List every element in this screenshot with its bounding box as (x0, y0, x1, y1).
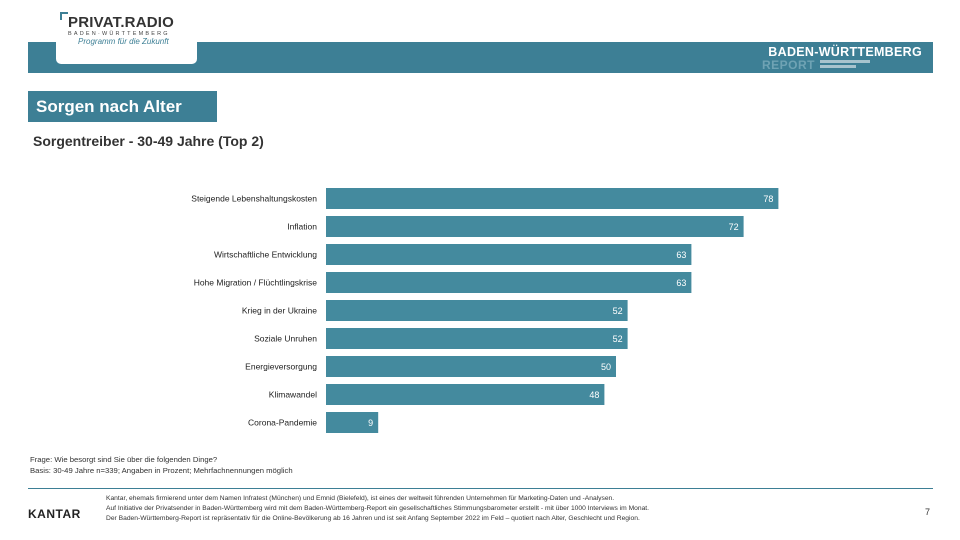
bar-chart: Steigende Lebenshaltungskosten 78 Inflatio… (191, 188, 779, 433)
footer-divider (28, 488, 933, 489)
footer-line-2: Auf Initiative der Privatsender in Baden… (106, 505, 650, 512)
logo-sub-text: BADEN·WÜRTTEMBERG (68, 31, 170, 37)
logo-tagline: Programm für die Zukunft (78, 37, 169, 46)
bar (326, 384, 605, 405)
footer-line-1: Kantar, ehemals firmierend unter dem Nam… (106, 495, 615, 502)
kantar-logo: KANTAR (28, 507, 81, 521)
bar (326, 272, 692, 293)
bar (326, 412, 379, 433)
bar (326, 356, 616, 377)
value-label: 9 (368, 418, 373, 428)
category-label: Corona-Pandemie (248, 418, 317, 428)
category-label: Inflation (287, 222, 317, 232)
bar (326, 300, 628, 321)
value-label: 63 (676, 278, 686, 288)
category-label: Klimawandel (269, 390, 317, 400)
category-label: Soziale Unruhen (254, 334, 317, 344)
report-title: BADEN-WÜRTTEMBERG (768, 45, 922, 59)
category-label: Energieversorgung (245, 362, 317, 372)
value-label: 52 (613, 334, 623, 344)
bar (326, 188, 779, 209)
chart-title: Sorgentreiber - 30-49 Jahre (Top 2) (33, 133, 264, 149)
value-label: 78 (763, 194, 773, 204)
section-title-box (28, 91, 217, 122)
footer-line-3: Der Baden-Württemberg-Report ist repräse… (106, 515, 640, 522)
category-label: Hohe Migration / Flüchtlingskrise (194, 278, 318, 288)
value-label: 52 (613, 306, 623, 316)
bar (326, 244, 692, 265)
category-label: Steigende Lebenshaltungskosten (191, 194, 317, 204)
logo-card (56, 8, 197, 64)
logo-main-text: PRIVAT.RADIO (68, 14, 175, 31)
bar (326, 328, 628, 349)
value-label: 50 (601, 362, 611, 372)
category-label: Wirtschaftliche Entwicklung (214, 250, 317, 260)
logo-bracket-icon (60, 12, 68, 20)
section-title: Sorgen nach Alter (36, 97, 182, 116)
report-decoration (820, 60, 870, 70)
question-note: Frage: Wie besorgt sind Sie über die fol… (30, 455, 218, 464)
report-subtitle: REPORT (762, 58, 816, 72)
value-label: 48 (589, 390, 599, 400)
value-label: 63 (676, 250, 686, 260)
bar (326, 216, 744, 237)
basis-note: Basis: 30-49 Jahre n=339; Angaben in Pro… (30, 466, 293, 475)
category-label: Krieg in der Ukraine (242, 306, 317, 316)
value-label: 72 (729, 222, 739, 232)
page-number: 7 (925, 507, 931, 517)
